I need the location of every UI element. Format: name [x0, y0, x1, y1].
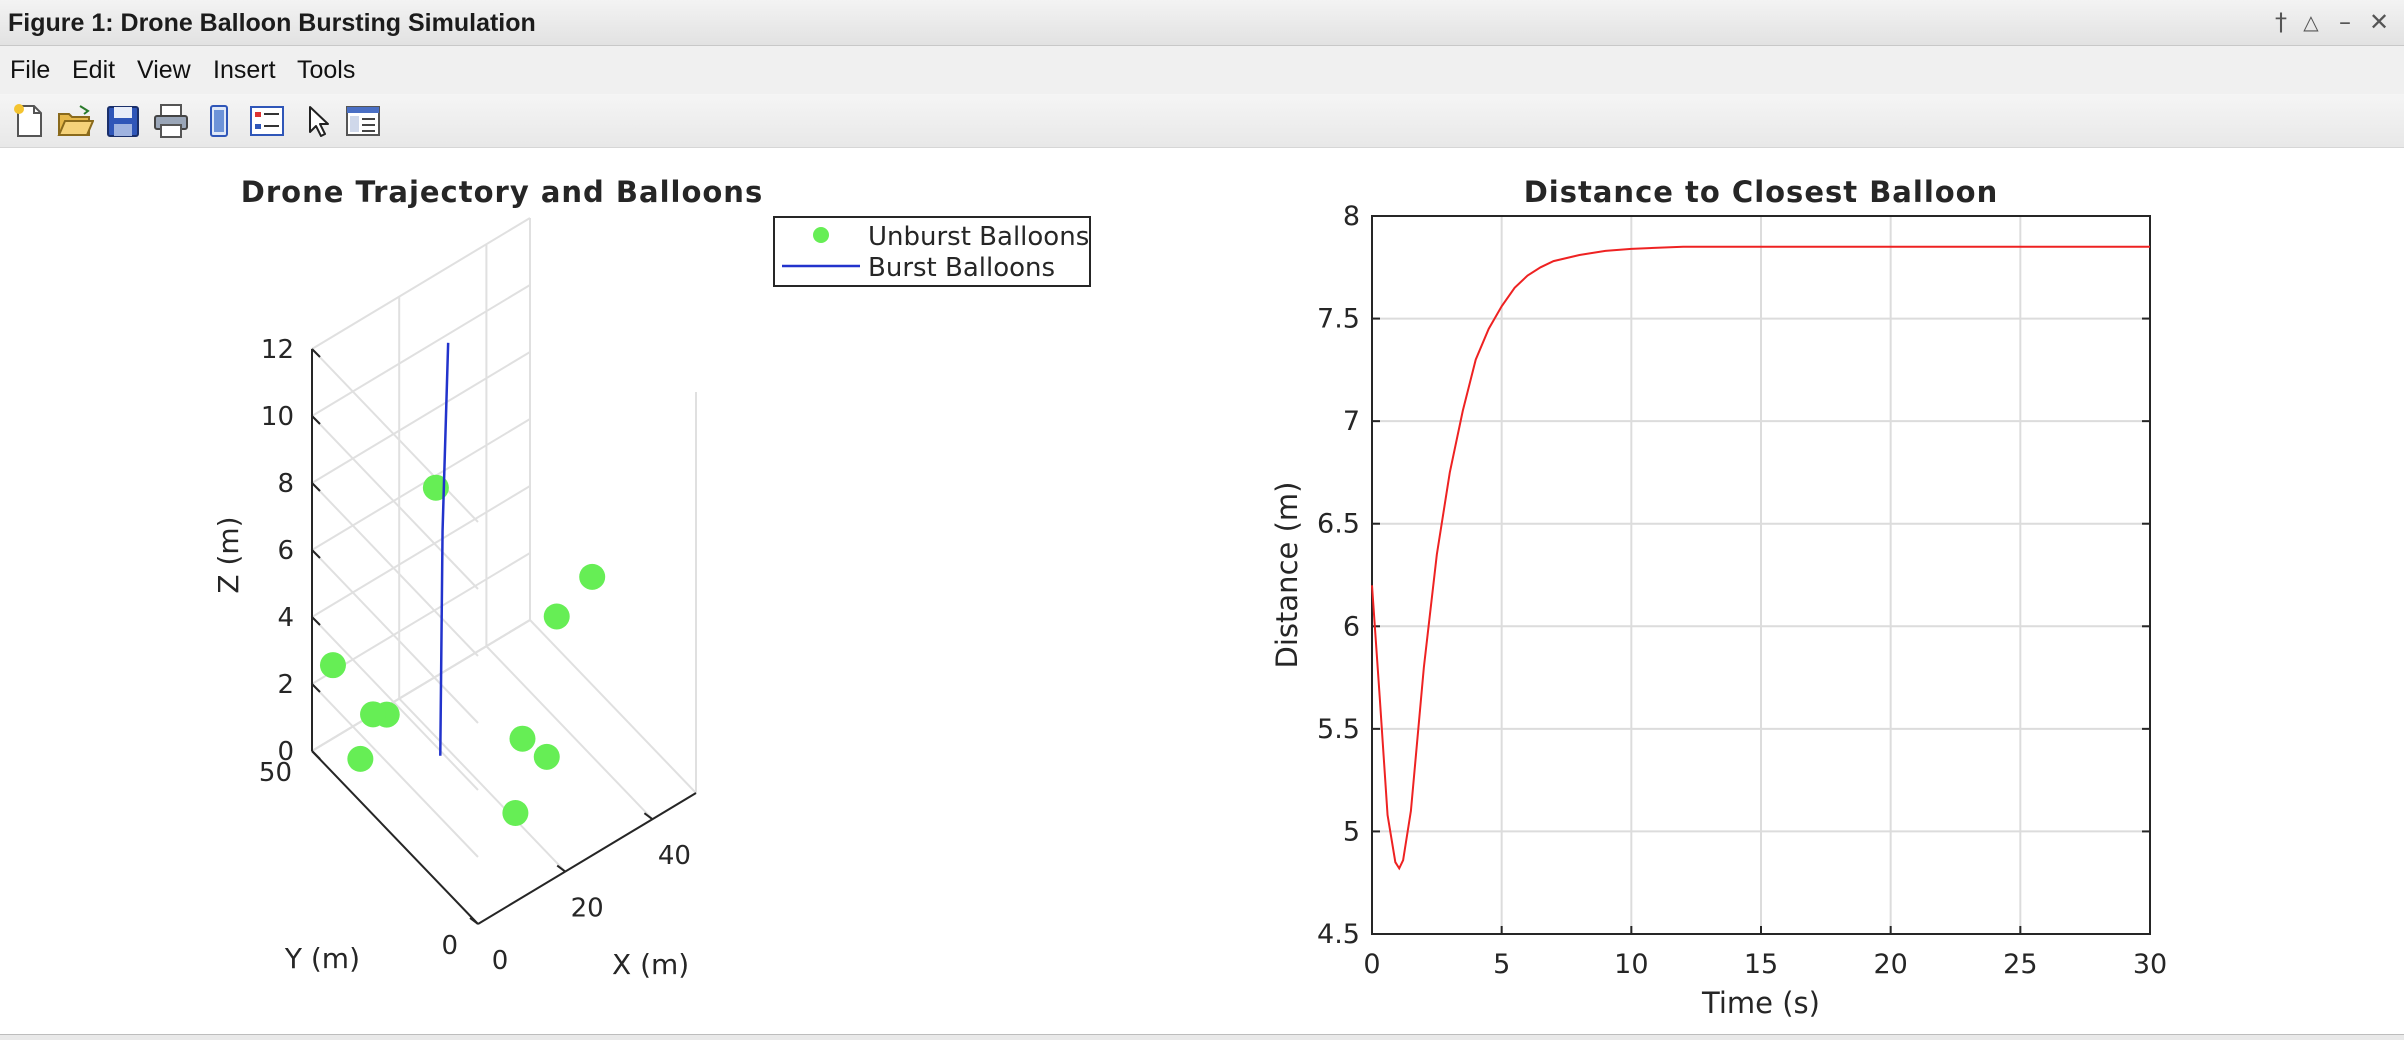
burst-balloons-trajectory	[439, 342, 450, 756]
tick-label-y: 8	[1343, 201, 1360, 232]
window-title-bar: Figure 1: Drone Balloon Bursting Simulat…	[0, 0, 2404, 46]
tick-label-z: 8	[277, 469, 294, 499]
grid-line-z	[310, 351, 531, 657]
legend-unburst-label: Unburst Balloons	[868, 222, 1089, 252]
tick-label-x: 0	[492, 946, 509, 976]
tick-mark-z	[311, 750, 321, 760]
grid-line-z	[310, 217, 531, 523]
tick-label-z: 4	[277, 603, 294, 633]
tick-mark-z	[311, 549, 321, 559]
tick-label-y: 6	[1343, 611, 1360, 642]
tick-label-y: 0	[441, 931, 458, 961]
menu-edit[interactable]: Edit	[72, 56, 116, 84]
unburst-balloon-marker	[422, 474, 449, 501]
menu-bar: File Edit View Insert Tools	[0, 46, 2404, 94]
tick-label-y: 7	[1343, 406, 1360, 437]
grid-line-z	[310, 552, 531, 858]
tick-label-z: 6	[277, 536, 294, 566]
menu-insert[interactable]: Insert	[213, 56, 276, 84]
y-label-distance: Distance (m)	[1270, 482, 1304, 669]
new-figure-icon[interactable]	[10, 102, 48, 140]
x-label-distance: Time (s)	[1701, 986, 1820, 1020]
tick-label-x: 10	[1614, 949, 1648, 980]
grid-line-z	[310, 418, 531, 724]
print-figure-icon[interactable]	[152, 102, 190, 140]
figure-canvas: Drone Trajectory and Balloons 0 2 4 6 8 10 12 0…	[0, 148, 2404, 1034]
tick-mark-z	[311, 348, 321, 358]
figure-plots: Drone Trajectory and Balloons 0 2 4 6 8 10 12 0…	[212, 175, 2167, 1020]
legend-burst-label: Burst Balloons	[868, 253, 1055, 283]
unburst-balloon-marker	[533, 743, 560, 770]
save-figure-icon[interactable]	[104, 102, 142, 140]
grid-line-z	[310, 485, 531, 791]
tick-label-y: 6.5	[1317, 509, 1360, 540]
unburst-balloon-marker	[509, 725, 536, 752]
grid-line-x	[398, 296, 566, 873]
unburst-balloon-marker	[543, 603, 570, 630]
tick-mark-z	[311, 482, 321, 492]
tick-mark-x	[556, 864, 566, 873]
tick-label-z: 10	[261, 402, 294, 432]
y-label-3d: Y (m)	[284, 942, 360, 975]
tick-mark-x	[643, 812, 654, 821]
tick-label-x: 30	[2133, 949, 2167, 980]
menu-file[interactable]: File	[10, 56, 51, 84]
tick-label-x: 40	[658, 841, 691, 871]
distance-line	[1371, 245, 2150, 871]
unburst-balloon-marker	[319, 652, 346, 679]
tick-label-z: 2	[277, 670, 294, 700]
tick-label-x: 0	[1363, 949, 1380, 980]
close-icon[interactable]: ✕	[2368, 8, 2390, 36]
ticks-2d: 0 5 10 15 20 25 30 4.5 5 5.5 6 6.5 7 7.5 8	[1317, 201, 2167, 980]
tick-label-y: 4.5	[1317, 919, 1360, 950]
x-label-3d: X (m)	[612, 948, 689, 981]
tick-mark-z	[311, 616, 321, 626]
figure-toolbar	[0, 94, 2404, 148]
tick-label-y: 5	[1343, 816, 1360, 847]
grid-2d	[1371, 215, 2151, 935]
minimize-icon[interactable]: –	[2339, 8, 2351, 36]
chart-3d-trajectory[interactable]: Drone Trajectory and Balloons 0 2 4 6 8 10 12 0…	[212, 175, 1091, 981]
unburst-balloon-marker	[360, 701, 387, 728]
undock-icon[interactable]: △	[2303, 10, 2319, 34]
insert-legend-icon[interactable]	[248, 102, 286, 140]
window-bottom-edge	[0, 1034, 2404, 1040]
property-inspector-icon[interactable]	[344, 102, 382, 140]
z-label-3d: Z (m)	[212, 516, 245, 593]
pointer-icon[interactable]	[298, 102, 336, 140]
unburst-balloon-marker	[502, 800, 529, 826]
tick-mark-z	[311, 415, 321, 425]
window-title: Figure 1: Drone Balloon Bursting Simulat…	[8, 9, 536, 37]
unburst-balloon-marker	[579, 563, 606, 590]
tick-label-x: 25	[2003, 949, 2037, 980]
tick-label-x: 5	[1493, 949, 1510, 980]
tick-label-y: 5.5	[1317, 714, 1360, 745]
grid-line-y	[311, 619, 531, 752]
menu-tools[interactable]: Tools	[297, 56, 356, 84]
link-plot-icon[interactable]	[200, 102, 238, 140]
legend-unburst-marker	[813, 227, 829, 243]
tick-label-y: 7.5	[1317, 304, 1360, 335]
chart-title-distance: Distance to Closest Balloon	[1524, 175, 1999, 209]
tick-mark-z	[311, 683, 321, 693]
tick-label-x: 20	[571, 894, 604, 924]
balloon-markers	[319, 474, 606, 826]
pin-icon[interactable]: †	[2275, 8, 2287, 36]
unburst-balloon-marker	[347, 745, 374, 772]
tick-label-z: 12	[261, 335, 294, 365]
tick-label-x: 20	[1873, 949, 1907, 980]
menu-view[interactable]: View	[137, 56, 191, 84]
tick-label-y: 50	[259, 758, 292, 788]
chart-distance[interactable]: Distance to Closest Balloon 0 5 10 15 20 25 30…	[1270, 175, 2167, 1020]
tick-label-x: 15	[1744, 949, 1778, 980]
open-file-icon[interactable]	[56, 102, 95, 140]
legend[interactable]: Unburst Balloons Burst Balloons	[773, 216, 1091, 287]
tick-mark-x	[469, 917, 479, 925]
grid-line-z	[310, 284, 531, 590]
tick-label-z: 0	[277, 737, 294, 767]
chart-title-3d: Drone Trajectory and Balloons	[241, 175, 763, 209]
